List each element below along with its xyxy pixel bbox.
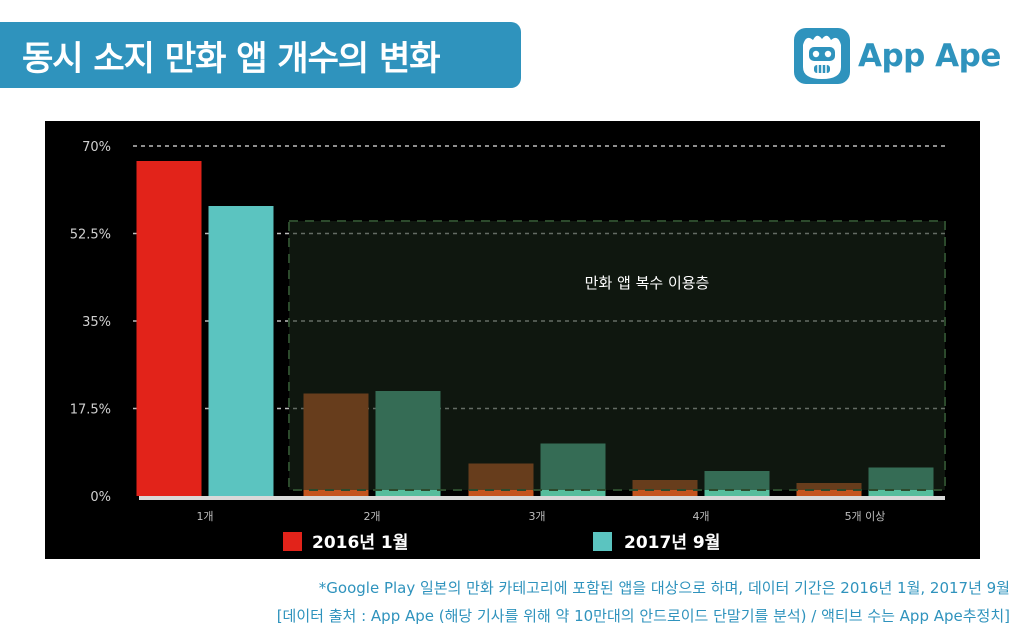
logo-text: App Ape — [858, 38, 1001, 74]
y-tick-label: 17.5% — [70, 403, 111, 418]
chart-container: 0% 17.5% 35% 52.5% 70% 만화 앱 복수 이용층 1개 2개 3개 4개 5개 … — [45, 121, 980, 559]
x-tick-label: 1개 — [196, 510, 213, 523]
bar-chart: 0% 17.5% 35% 52.5% 70% 만화 앱 복수 이용층 1개 2개 3개 4개 5개 … — [70, 140, 946, 553]
legend-label-2017: 2017년 9월 — [624, 533, 720, 553]
y-tick-label: 70% — [82, 140, 111, 155]
x-tick-label: 4개 — [692, 510, 709, 523]
region-label: 만화 앱 복수 이용층 — [585, 274, 710, 292]
monkey-logo-icon — [794, 28, 850, 84]
page-title: 동시 소지 만화 앱 개수의 변화 — [22, 38, 441, 79]
legend-swatch-2017 — [593, 532, 612, 551]
app-ape-logo: App Ape — [793, 26, 1001, 86]
bar-2016 — [136, 161, 202, 496]
legend-swatch-2016 — [283, 532, 302, 551]
x-tick-label: 2개 — [363, 510, 380, 523]
y-tick-label: 35% — [82, 315, 111, 330]
bar-2017 — [208, 206, 274, 496]
x-axis-baseline — [139, 496, 945, 500]
x-tick-label: 5개 이상 — [845, 510, 886, 523]
multi-user-region — [288, 220, 946, 491]
footnote-source: [데이터 출처 : App Ape (해당 기사를 위해 약 10만대의 안드로… — [276, 607, 1010, 625]
title-banner: 동시 소지 만화 앱 개수의 변화 — [0, 22, 521, 88]
legend-label-2016: 2016년 1월 — [312, 533, 408, 553]
footnote-scope: *Google Play 일본의 만화 카테고리에 포함된 앱을 대상으로 하며… — [318, 579, 1010, 597]
y-tick-label: 0% — [90, 490, 111, 505]
y-tick-label: 52.5% — [70, 228, 111, 243]
x-tick-label: 3개 — [528, 510, 545, 523]
